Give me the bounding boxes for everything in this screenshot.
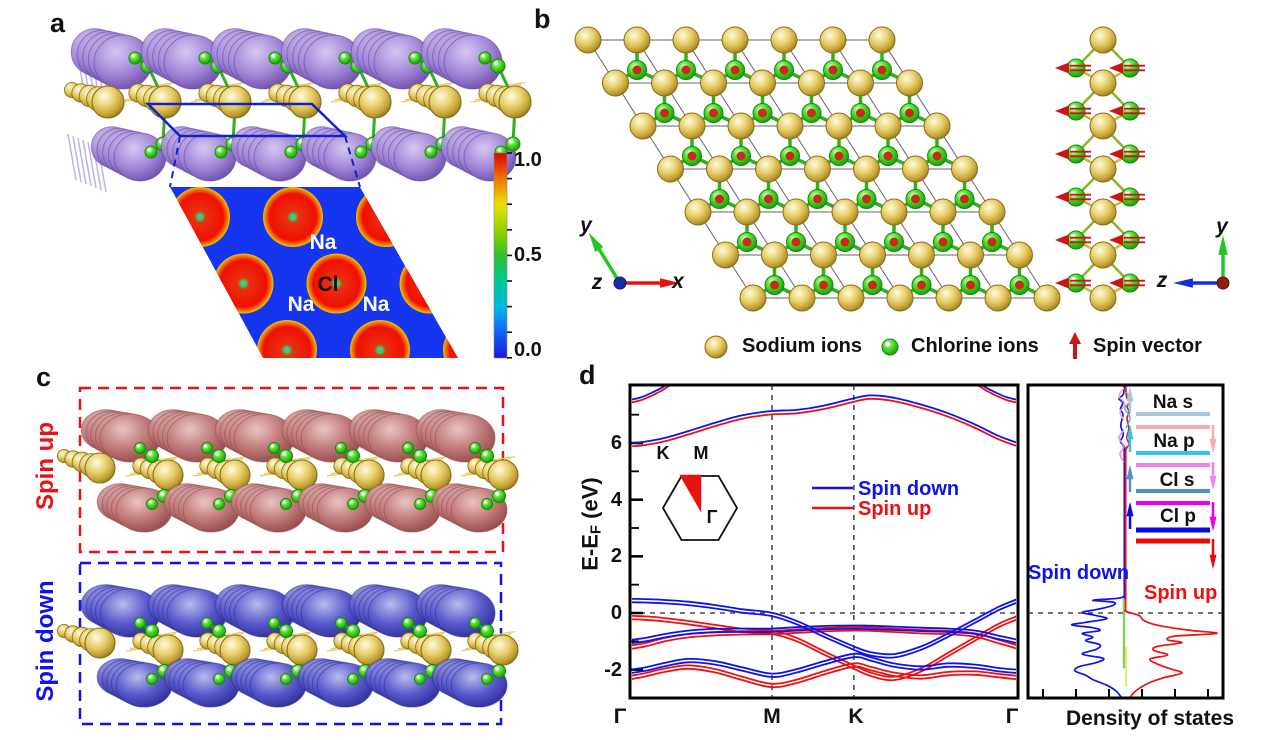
panel-b-side-view bbox=[1055, 26, 1145, 312]
spin-up-box-label: Spin up bbox=[32, 422, 59, 510]
dos-legend-na-p: Na p bbox=[1153, 431, 1195, 452]
panel-d-label: d bbox=[579, 360, 596, 390]
panel-a-structure bbox=[64, 28, 532, 193]
band-ytick-2: 2 bbox=[610, 545, 622, 567]
dos-panel bbox=[1026, 383, 1225, 700]
dos-legend-cl-s: Cl s bbox=[1159, 470, 1195, 491]
band-panel bbox=[628, 383, 1020, 700]
panel-b-axes-left bbox=[588, 232, 680, 290]
map-label-na1: Na bbox=[309, 231, 337, 254]
band-ktick-m: M bbox=[763, 705, 781, 728]
legend-spin-label: Spin vector bbox=[1093, 335, 1202, 357]
colorbar-tick-min: 0.0 bbox=[514, 339, 542, 361]
axes-left-y-label: y bbox=[580, 214, 592, 237]
band-legend-spin-up: Spin up bbox=[858, 498, 932, 520]
panel-c-structures bbox=[57, 386, 519, 726]
band-ktick-gamma2: Γ bbox=[1005, 705, 1019, 728]
band-curves bbox=[632, 386, 1016, 689]
axes-left-z-label: z bbox=[591, 271, 603, 294]
axes-right-y-label: y bbox=[1216, 215, 1228, 238]
band-inset-bz bbox=[661, 474, 739, 541]
band-ytick-0: 0 bbox=[610, 602, 622, 624]
spin-down-structure bbox=[57, 584, 519, 708]
dos-spin-up-label: Spin up bbox=[1144, 582, 1218, 604]
band-ytick-6: 6 bbox=[610, 432, 622, 454]
panel-b-legend-icons bbox=[704, 332, 1081, 359]
band-ktick-k: K bbox=[848, 705, 864, 728]
map-label-na3: Na bbox=[362, 293, 390, 316]
dos-xlabel: Density of states bbox=[1065, 707, 1235, 730]
map-label-cl: Cl bbox=[317, 273, 339, 296]
band-ytick--2: -2 bbox=[604, 659, 622, 681]
panel-a-label: a bbox=[50, 8, 66, 38]
legend-chlorine-label: Chlorine ions bbox=[911, 335, 1039, 357]
band-ylabel: E-EF (eV) bbox=[577, 477, 605, 571]
panel-a-colorbar bbox=[493, 152, 512, 359]
legend-sodium-label: Sodium ions bbox=[742, 335, 862, 357]
panel-b-label: b bbox=[534, 4, 551, 34]
dos-legend-na-s: Na s bbox=[1152, 392, 1194, 413]
dos-legend-cl-p: Cl p bbox=[1160, 506, 1196, 527]
band-ytick-4: 4 bbox=[610, 489, 622, 511]
inset-gamma-label: Γ bbox=[706, 507, 718, 527]
panel-b-lattice bbox=[574, 26, 1061, 312]
panel-b-axes-right bbox=[1173, 235, 1230, 290]
colorbar-tick-mid: 0.5 bbox=[514, 244, 542, 266]
dos-curves bbox=[1070, 386, 1218, 697]
band-ktick-gamma1: Γ bbox=[613, 705, 627, 728]
panel-c-label: c bbox=[36, 362, 52, 392]
inset-k-label: K bbox=[656, 443, 670, 463]
map-label-na2: Na bbox=[287, 293, 315, 316]
inset-m-label: M bbox=[693, 443, 709, 463]
dos-orbital-legend bbox=[1126, 386, 1217, 570]
dos-spin-down-label: Spin down bbox=[1028, 562, 1130, 584]
axes-right-z-label: z bbox=[1156, 269, 1168, 292]
panel-a-cell-outline bbox=[144, 102, 361, 188]
spin-up-structure bbox=[57, 409, 519, 533]
axes-left-x-label: x bbox=[672, 270, 684, 293]
colorbar-tick-max: 1.0 bbox=[514, 149, 542, 171]
band-legend-spin-down: Spin down bbox=[858, 478, 960, 500]
spin-down-box-label: Spin down bbox=[32, 580, 59, 702]
